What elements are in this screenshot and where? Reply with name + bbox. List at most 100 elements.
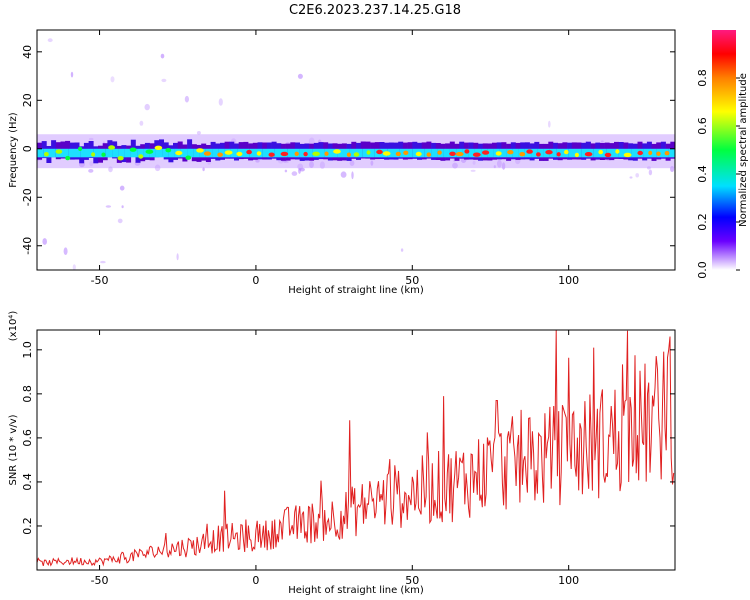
noise-speckle (144, 103, 150, 111)
y-tick-label: 0 (21, 145, 34, 152)
band-core (51, 140, 57, 158)
band-inner (137, 148, 144, 158)
band-inner (168, 148, 175, 158)
x-tick-label: 50 (405, 574, 419, 587)
spectral-peak (154, 145, 163, 150)
noise-speckle (121, 205, 124, 209)
band-inner (343, 148, 350, 158)
band-core (187, 139, 193, 157)
band-inner (599, 148, 607, 158)
spectral-peak (449, 151, 456, 156)
spectrogram-heat (37, 38, 675, 270)
noise-speckle (297, 73, 303, 79)
spectral-peak (185, 155, 192, 160)
noise-speckle (184, 95, 189, 103)
spectrogram-frame (36, 29, 676, 271)
y-tick-label: -20 (21, 188, 34, 206)
noise-speckle (110, 76, 115, 83)
colorbar-ticks: 0.0 0.2 0.4 0.6 0.8 (696, 69, 740, 279)
snr-frame (36, 329, 676, 571)
spectral-peak (604, 152, 612, 158)
band-inner (62, 148, 69, 158)
spectral-peak (664, 151, 670, 156)
colorbar-tick-label: 0.4 (696, 165, 709, 183)
noise-speckle (470, 169, 476, 172)
band-inner (299, 148, 306, 158)
band-inner (549, 148, 557, 158)
band-inner (74, 148, 81, 158)
colorbar: 0.0 0.2 0.4 0.6 0.8 Normalized spectral ampl… (696, 30, 749, 279)
noise-speckle (72, 264, 76, 270)
snr-ticks: -50 0 50 100 0.2 0.4 0.6 0.8 1.0 (21, 330, 675, 587)
y-tick-label: 0.6 (21, 429, 34, 447)
snr-panel: -50 0 50 100 0.2 0.4 0.6 0.8 1.0 Height of strai… (8, 311, 676, 596)
spectral-peak (91, 152, 96, 157)
spectral-peak (415, 151, 422, 157)
noise-speckle (47, 38, 53, 43)
x-tick-label: -50 (91, 274, 109, 287)
spectral-peak (108, 145, 116, 150)
spectral-peak (526, 149, 533, 154)
spectral-peak (545, 150, 553, 155)
band-inner (418, 148, 425, 158)
noise-speckle (291, 171, 298, 176)
spectral-peak (312, 151, 320, 156)
band-inner (593, 148, 600, 158)
spectral-peak (482, 150, 490, 155)
band-inner (112, 148, 119, 158)
spectral-peak (280, 151, 289, 157)
band-inner (93, 148, 100, 158)
spectral-peak (138, 154, 144, 159)
band-inner (618, 148, 625, 158)
band-inner (668, 148, 675, 158)
spectral-peak (395, 151, 401, 157)
spectral-peak (519, 152, 526, 157)
spectral-peak (472, 152, 481, 157)
spectral-peak (598, 149, 603, 155)
band-inner (443, 148, 450, 158)
snr-ylabel: SNR (10 * v/v) (8, 414, 19, 485)
band-inner (249, 148, 256, 158)
band-inner (318, 148, 325, 158)
x-tick-label: 100 (558, 274, 579, 287)
noise-speckle (161, 78, 167, 83)
y-tick-label: 20 (21, 93, 34, 107)
band-inner (531, 148, 538, 158)
band-inner (262, 148, 269, 158)
spectral-peak (346, 152, 351, 157)
spectral-peak (324, 151, 329, 156)
spectral-peak (203, 151, 212, 156)
colorbar-tick-label: 0.6 (696, 117, 709, 135)
band-inner (581, 148, 588, 158)
band-inner (431, 148, 438, 158)
noise-speckle (284, 169, 288, 173)
noise-speckle (629, 176, 633, 179)
band-inner (149, 148, 156, 158)
spectral-peak (303, 151, 308, 157)
band-inner (356, 148, 363, 158)
noise-speckle (635, 173, 639, 178)
band-inner (287, 148, 294, 158)
noise-speckle (117, 218, 123, 224)
band-inner (337, 148, 344, 158)
colorbar-tick-label: 0.2 (696, 213, 709, 231)
snr-scale-note: (x10⁴) (8, 311, 19, 342)
noise-speckle (340, 171, 347, 178)
band-inner (631, 148, 638, 158)
spectrogram-xlabel: Height of straight line (km) (288, 285, 424, 296)
spectrogram-panel: -50 0 50 100 -40 -20 0 20 40 Height of straight … (8, 29, 676, 296)
band-inner (399, 148, 407, 158)
noise-speckle (400, 248, 404, 252)
spectral-peak (333, 149, 341, 154)
chart-title: C2E6.2023.237.14.25.G18 (289, 3, 461, 18)
band-inner (37, 148, 44, 158)
band-inner (487, 148, 494, 158)
snr-xlabel: Height of straight line (km) (288, 585, 424, 596)
spectral-peak (55, 149, 63, 154)
noise-speckle (139, 120, 144, 126)
band-inner (349, 148, 356, 158)
band-inner (105, 148, 113, 158)
spectral-peak (78, 146, 83, 151)
spectral-peak (495, 151, 502, 156)
y-tick-label: 0.4 (21, 473, 34, 491)
